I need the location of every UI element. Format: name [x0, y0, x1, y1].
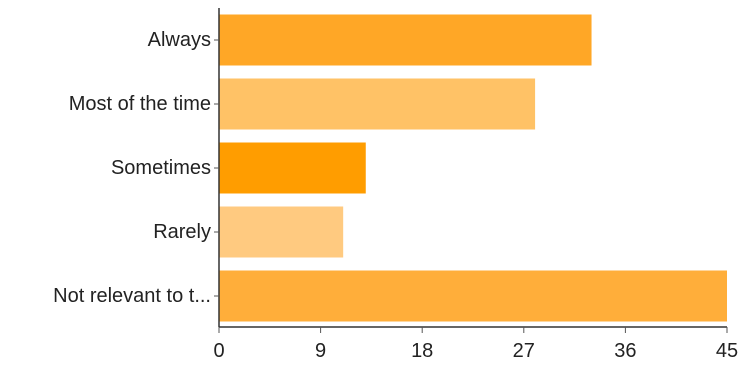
x-tick-label: 9: [315, 340, 326, 362]
category-label-rarely: Rarely: [153, 221, 211, 243]
category-label-always: Always: [148, 29, 211, 51]
bar-not-relevant-to-t: [219, 270, 727, 322]
category-labels: Always Most of the time Sometimes Rarely Not…: [53, 29, 211, 307]
bar-sometimes: [219, 142, 366, 194]
x-tick-label: 27: [513, 340, 535, 362]
x-tick-label: 18: [411, 340, 433, 362]
category-label-most-of-the-time: Most of the time: [69, 93, 211, 115]
x-axis-ticks: 0 9 18 27 36 45: [213, 39, 738, 362]
bar-always: [219, 14, 592, 66]
bars-group: [219, 14, 727, 322]
bar-most-of-the-time: [219, 78, 536, 130]
category-label-sometimes: Sometimes: [111, 157, 211, 179]
x-tick-label: 45: [716, 340, 738, 362]
x-tick-label: 36: [614, 340, 636, 362]
bar-rarely: [219, 206, 344, 258]
category-label-not-relevant-to-t: Not relevant to t...: [53, 285, 211, 307]
x-tick-label: 0: [213, 340, 224, 362]
